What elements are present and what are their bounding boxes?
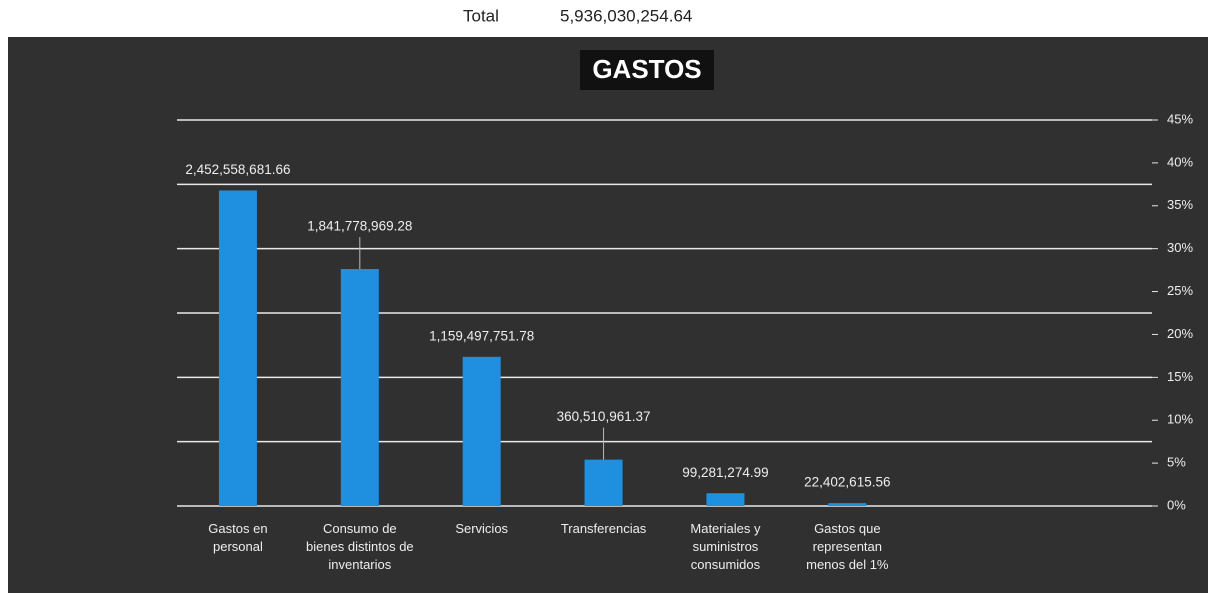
data-label: 22,402,615.56 bbox=[804, 475, 890, 490]
data-label: 2,452,558,681.66 bbox=[185, 162, 290, 177]
bar bbox=[462, 356, 501, 506]
chart-title: GASTOS bbox=[592, 54, 701, 84]
y2-tick-label: 15% bbox=[1167, 369, 1193, 384]
y2-tick-label: 10% bbox=[1167, 412, 1193, 427]
y2-tick-label: 20% bbox=[1167, 326, 1193, 341]
y2-tick-label: 45% bbox=[1167, 111, 1193, 126]
total-label: Total bbox=[463, 6, 499, 25]
data-label: 99,281,274.99 bbox=[682, 465, 768, 480]
data-label: 360,510,961.37 bbox=[557, 409, 651, 424]
x-tick-label: Gastos que representan menos del 1% bbox=[806, 521, 889, 572]
bar bbox=[828, 503, 867, 506]
x-tick-label: Materiales y suministros consumidos bbox=[690, 521, 761, 572]
bar bbox=[340, 269, 379, 506]
x-tick-label: Gastos en personal bbox=[208, 521, 268, 554]
y2-tick-label: 5% bbox=[1167, 455, 1186, 470]
data-label: 1,159,497,751.78 bbox=[429, 328, 534, 343]
y2-tick-label: 0% bbox=[1167, 497, 1186, 512]
bar bbox=[706, 493, 745, 506]
data-label: 1,841,778,969.28 bbox=[307, 219, 412, 234]
x-tick-label: Servicios bbox=[455, 521, 509, 536]
bar bbox=[218, 190, 257, 507]
y2-tick-label: 25% bbox=[1167, 283, 1193, 298]
x-tick-label: Transferencias bbox=[560, 521, 647, 536]
y2-tick-label: 35% bbox=[1167, 197, 1193, 212]
y2-tick-label: 40% bbox=[1167, 154, 1193, 169]
title-box bbox=[580, 50, 714, 90]
y2-tick-label: 30% bbox=[1167, 240, 1193, 255]
total-value: 5,936,030,254.64 bbox=[560, 6, 692, 25]
bar bbox=[584, 459, 623, 506]
x-tick-label: Consumo de bienes distintos de inventari… bbox=[305, 521, 414, 572]
